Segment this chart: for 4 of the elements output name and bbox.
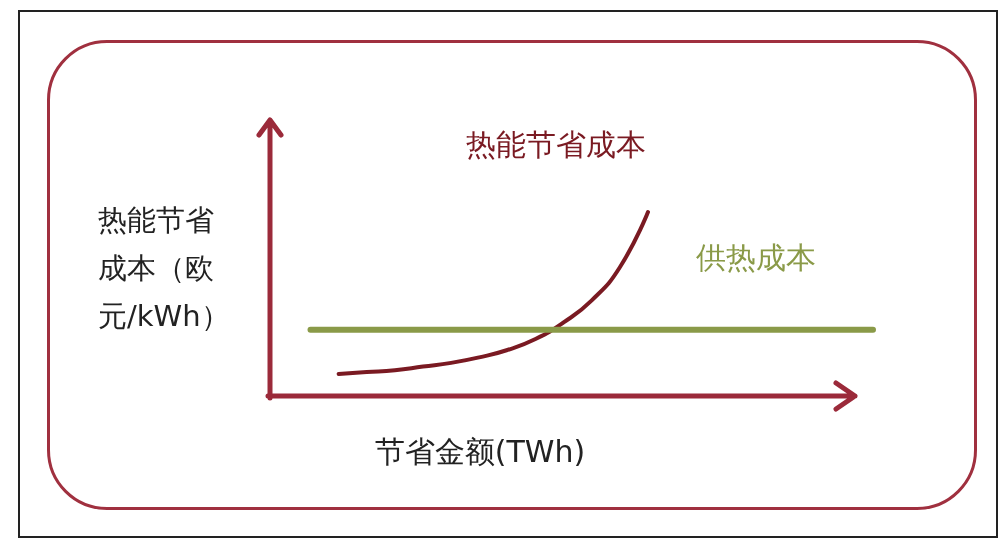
series-label: 热能节省成本 (466, 126, 646, 162)
x-axis-title: 节省金额(TWh) (373, 433, 587, 471)
series-label: 供热成本 (696, 240, 816, 276)
y-axis-title: 热能节省成本（欧元/kWh） (98, 202, 230, 335)
